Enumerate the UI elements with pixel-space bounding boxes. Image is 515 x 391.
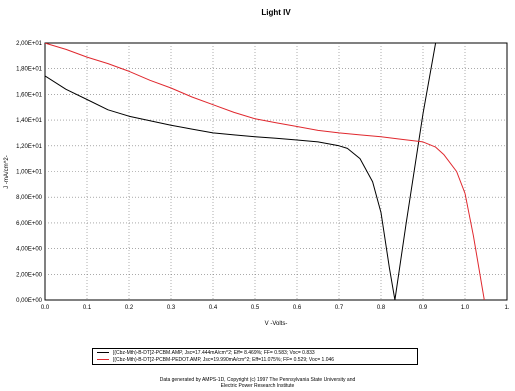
y-tick-label: 2,00E+00 — [16, 272, 43, 278]
x-tick-label: 0.5 — [251, 305, 260, 311]
y-axis-label: J -mA/cm^2- — [4, 155, 10, 188]
footer-line-2: Electric Power Research Institute — [220, 383, 295, 389]
x-tick-label: 0.3 — [167, 305, 176, 311]
y-tick-label: 1,20E+01 — [16, 144, 43, 150]
legend-label-series-2: [(Cbz-Mth)-B-DT]2-PCBM-PEDOT.AMP, Jsc=19… — [113, 357, 335, 363]
legend-swatch-series-1 — [97, 352, 109, 354]
y-tick-label: 1,60E+01 — [16, 92, 43, 98]
x-axis-label: V -Volts- — [265, 321, 288, 327]
y-tick-label: 4,00E+00 — [16, 247, 43, 253]
y-tick-label: 1,40E+01 — [16, 118, 43, 124]
footer-line-1: Data generated by AMPS-1D, Copyright (c)… — [159, 377, 356, 383]
y-tick-label: 0,00E+00 — [16, 298, 43, 304]
legend-swatch-series-2 — [97, 359, 109, 361]
series-line-1 — [45, 43, 437, 300]
chart-title: Light IV — [261, 8, 291, 17]
y-tick-label: 6,00E+00 — [16, 221, 43, 227]
x-tick-label: 0.0 — [41, 305, 50, 311]
x-tick-label: 0.2 — [125, 305, 134, 311]
legend-label-series-1: [(Cbz-Mth)-B-DT]2-PCBM.AMP, Jsc=17.444mA… — [113, 350, 315, 356]
y-tick-label: 8,00E+00 — [16, 195, 43, 201]
x-tick-label: 0.7 — [335, 305, 344, 311]
plot-area: 0.0 0.1 0.2 0.3 0.4 0.5 0.6 0.7 0.8 0.9 1.0 1. 0,00E… — [16, 41, 510, 311]
y-tick-label: 1,80E+01 — [16, 67, 43, 73]
x-tick-label: 0.9 — [419, 305, 428, 311]
y-tick-label: 1,00E+01 — [16, 170, 43, 176]
iv-chart: Light IV 0.0 0.1 0.2 0.3 0.4 0.5 0.6 0.7 0.8 0.9 1… — [4, 8, 510, 327]
footer-credit: Data generated by AMPS-1D, Copyright (c)… — [0, 377, 515, 389]
x-tick-label: 1. — [504, 305, 509, 311]
x-tick-label: 0.8 — [377, 305, 386, 311]
legend-entry-series-2: [(Cbz-Mth)-B-DT]2-PCBM-PEDOT.AMP, Jsc=19… — [97, 357, 334, 364]
x-tick-label: 1.0 — [461, 305, 470, 311]
x-tick-label: 0.6 — [293, 305, 302, 311]
x-tick-label: 0.4 — [209, 305, 218, 311]
legend: [(Cbz-Mth)-B-DT]2-PCBM.AMP, Jsc=17.444mA… — [92, 348, 418, 365]
x-tick-label: 0.1 — [83, 305, 92, 311]
series-line-2 — [45, 43, 485, 300]
y-tick-label: 2,00E+01 — [16, 41, 43, 47]
legend-entry-series-1: [(Cbz-Mth)-B-DT]2-PCBM.AMP, Jsc=17.444mA… — [97, 350, 315, 357]
